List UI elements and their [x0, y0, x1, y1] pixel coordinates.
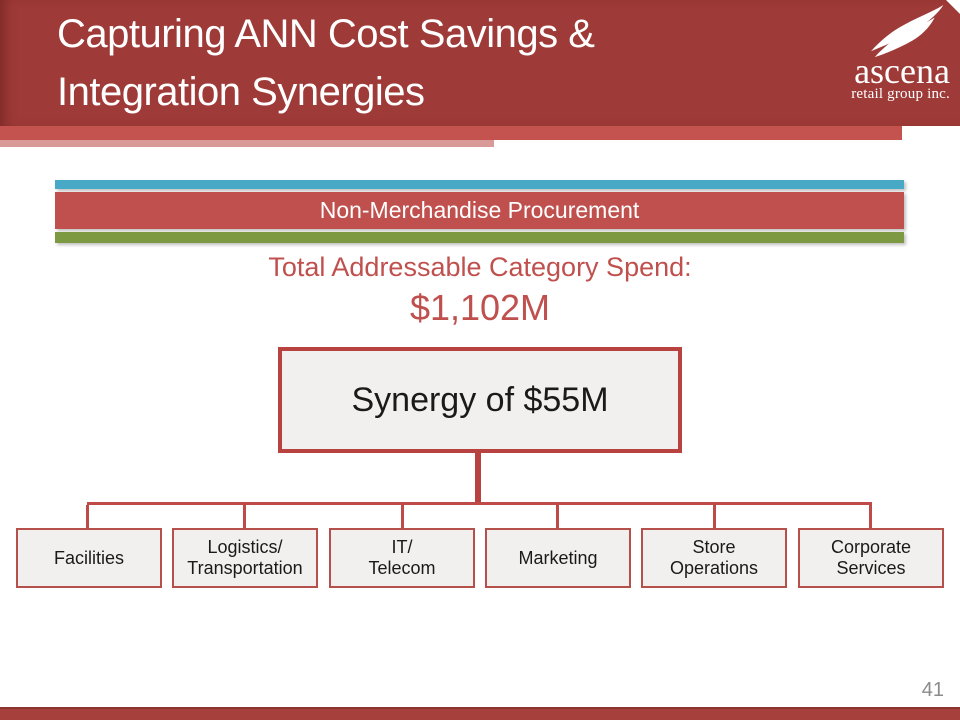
- banner-blue-stripe: [55, 180, 904, 189]
- category-box-logistics-transportation: Logistics/ Transportation: [172, 528, 318, 588]
- category-label: Telecom: [368, 558, 436, 578]
- category-box-store-operations: Store Operations: [641, 528, 787, 588]
- accent-strip-red: [0, 126, 902, 140]
- connector-stub-marketing: [556, 505, 559, 528]
- connector-stub-corporate-services: [869, 505, 872, 528]
- swoosh-icon: [790, 4, 950, 60]
- category-label: IT/: [391, 537, 413, 557]
- category-box-facilities: Facilities: [16, 528, 162, 588]
- spend-label: Total Addressable Category Spend:: [268, 252, 692, 282]
- synergy-box: Synergy of $55M: [278, 347, 682, 453]
- synergy-box-label: Synergy of $55M: [351, 380, 609, 419]
- header-band: Capturing ANN Cost Savings & Integration…: [0, 0, 960, 126]
- category-label: Corporate: [830, 537, 912, 557]
- ascena-logo: ascena retail group inc.: [790, 4, 950, 103]
- category-label: Facilities: [53, 547, 124, 568]
- category-label: Operations: [669, 558, 759, 578]
- connector-stub-facilities: [86, 505, 89, 528]
- category-box-corporate-services: Corporate Services: [798, 528, 944, 588]
- corner-cut-decoration: [946, 0, 960, 14]
- page-title: Capturing ANN Cost Savings & Integration…: [57, 5, 595, 121]
- connector-vertical: [475, 453, 481, 504]
- page-number: 41: [921, 679, 944, 701]
- category-label: Transportation: [187, 558, 303, 578]
- footer-bar: [0, 707, 960, 720]
- category-label: Marketing: [518, 547, 598, 568]
- connector-horizontal: [87, 502, 872, 505]
- category-box-marketing: Marketing: [485, 528, 631, 588]
- page-title-line-1: Capturing ANN Cost Savings &: [57, 12, 595, 56]
- banner-label: Non-Merchandise Procurement: [55, 192, 904, 229]
- category-label: Logistics/: [207, 537, 283, 557]
- page-title-line-2: Integration Synergies: [57, 70, 425, 114]
- connector-stub-store-operations: [713, 505, 716, 528]
- category-box-it-telecom: IT/ Telecom: [329, 528, 475, 588]
- connector-stub-it-telecom: [401, 505, 404, 528]
- connector-stub-logistics: [243, 505, 246, 528]
- spend-amount: $1,102M: [409, 287, 551, 328]
- category-label: Store: [692, 537, 736, 557]
- logo-tagline: retail group inc.: [851, 86, 950, 102]
- banner-green-stripe: [55, 232, 904, 243]
- procurement-banner: Non-Merchandise Procurement: [55, 180, 904, 243]
- logo-wordmark: ascena: [854, 51, 950, 91]
- accent-strip-pink: [0, 140, 494, 147]
- category-label: Services: [836, 558, 906, 578]
